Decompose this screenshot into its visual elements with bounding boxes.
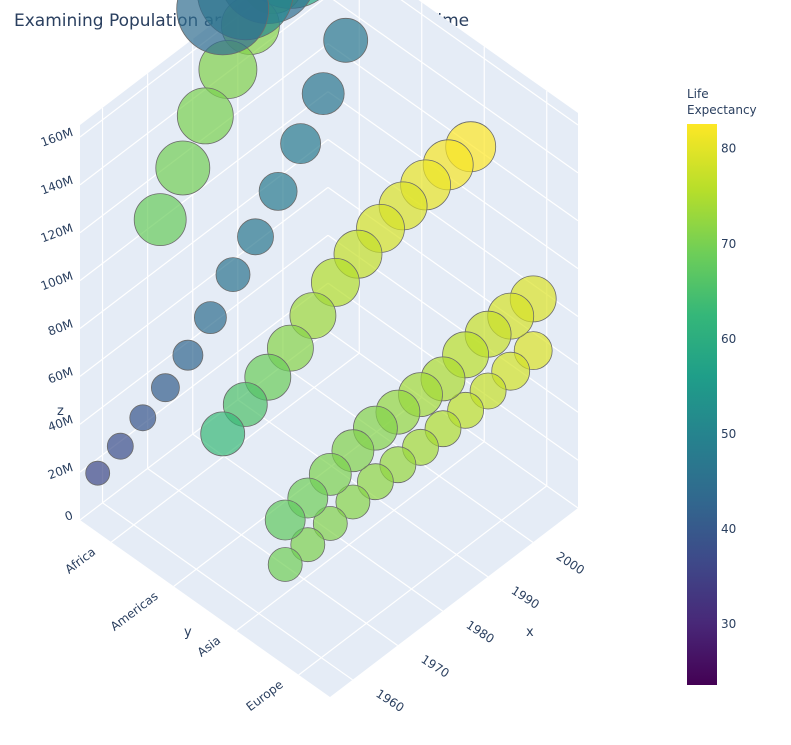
bubble-point	[176, 0, 270, 56]
z-tick-label: 0	[63, 508, 75, 524]
x-tick-label: 1990	[509, 583, 542, 611]
bubble-point	[237, 218, 274, 256]
left-wall-pane	[80, 0, 328, 520]
grid-x-floor	[102, 502, 353, 681]
bubble-point	[264, 499, 306, 541]
bubble-layer	[85, 0, 557, 582]
bubble-point	[155, 140, 211, 196]
bubble-point	[280, 123, 322, 165]
z-tick-label: 80M	[46, 317, 75, 339]
z-tick-label: 20M	[46, 460, 75, 482]
bubble-point	[267, 547, 303, 582]
colorbar-title-line1: Life	[687, 87, 709, 101]
colorbar-ticks: 30 40 50 60 70 80	[721, 142, 736, 631]
bubble-point	[133, 193, 187, 247]
z-tick-label: 160M	[39, 125, 75, 150]
bubble-point	[85, 460, 111, 486]
grid-z-left	[79, 91, 329, 282]
colorbar-tick-label: 30	[721, 617, 736, 631]
y-tick-label: Africa	[62, 545, 98, 577]
grid-z-left	[79, 139, 329, 329]
colorbar-tick-label: 40	[721, 522, 736, 536]
colorbar-tick-label: 80	[721, 142, 736, 156]
bubble-point	[215, 257, 251, 293]
y-tick-label: Americas	[108, 589, 161, 634]
x-tick-label: 1980	[464, 618, 497, 646]
bubble-point	[172, 339, 204, 371]
grid-z-back	[332, 0, 579, 174]
y-axis-title: y	[184, 625, 192, 640]
bubble-point	[289, 292, 337, 340]
bubble-point	[258, 171, 298, 211]
colorbar	[687, 124, 717, 685]
z-tick-label: 100M	[39, 269, 75, 294]
grid-z-left	[79, 186, 329, 377]
bubble-point	[290, 527, 326, 563]
colorbar-tick-label: 50	[721, 427, 736, 441]
grid-y-floor	[298, 485, 548, 676]
bubble-point	[193, 301, 227, 335]
colorbar-title-line2: Expectancy	[687, 103, 757, 117]
z-axis-title: z	[57, 404, 64, 419]
bubble-point	[356, 463, 394, 501]
colorbar-tick-label: 60	[721, 332, 736, 346]
bubble-point	[323, 17, 369, 63]
grid-z-back	[400, 0, 579, 126]
y-tick-label: Asia	[195, 633, 224, 659]
bubble-point	[176, 87, 234, 145]
colorbar-tick-label: 70	[721, 237, 736, 251]
z-tick-label: 60M	[46, 364, 75, 386]
x-tick-label: 2000	[554, 549, 587, 577]
bubble-point	[301, 72, 345, 115]
y-tick-label: Europe	[244, 677, 286, 714]
bubble-point	[335, 484, 371, 520]
bubble-point	[129, 404, 157, 432]
bubble-point	[310, 257, 360, 307]
z-tick-label: 120M	[39, 221, 75, 246]
x-tick-label: 1960	[373, 687, 406, 715]
x-tick-label: 1970	[419, 652, 452, 680]
grid-y-floor	[235, 441, 485, 632]
bubble-point	[150, 373, 180, 403]
bubble-point	[200, 411, 246, 457]
x-axis-title: x	[526, 625, 534, 640]
bubble-point	[106, 432, 134, 460]
bubble-point	[312, 506, 348, 541]
z-tick-label: 140M	[39, 173, 75, 198]
